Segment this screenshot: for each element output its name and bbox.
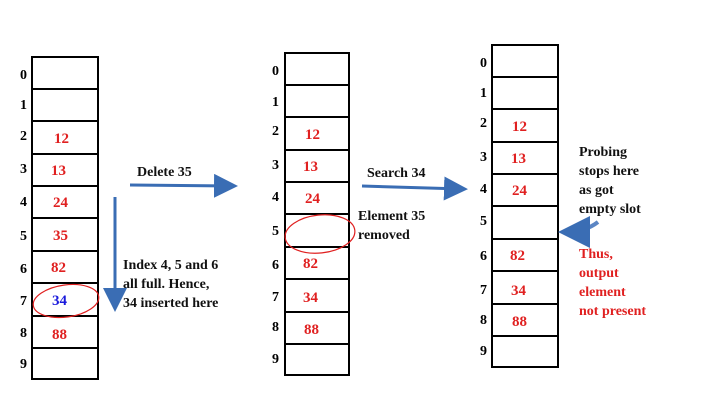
index-label: 2 xyxy=(480,116,487,131)
result-note-line: Thus, xyxy=(579,247,613,262)
slot-value: 12 xyxy=(305,127,320,143)
probe-note-line: as got xyxy=(579,183,614,198)
probe-note-line: Probing xyxy=(579,145,627,160)
result-note-line: element xyxy=(579,285,626,300)
result-note: Thus, output element not present xyxy=(579,245,646,321)
index-label: 7 xyxy=(480,283,487,298)
slot-7 xyxy=(491,270,559,305)
slot-2 xyxy=(284,116,350,151)
index-label: 7 xyxy=(20,294,27,309)
index-label: 3 xyxy=(272,158,279,173)
removed-highlight-circle xyxy=(284,214,356,254)
index-label: 1 xyxy=(480,86,487,101)
index-label: 2 xyxy=(272,124,279,139)
index-label: 4 xyxy=(20,195,27,210)
slot-3 xyxy=(284,149,350,183)
slot-value: 12 xyxy=(54,131,69,147)
slot-0 xyxy=(284,52,350,86)
slot-2 xyxy=(491,108,559,143)
slot-value: 13 xyxy=(511,151,526,167)
index-label: 5 xyxy=(20,229,27,244)
slot-value: 88 xyxy=(304,322,319,338)
index-label: 5 xyxy=(480,214,487,229)
insert-note-line: 34 inserted here xyxy=(123,296,219,311)
slot-value: 82 xyxy=(303,256,318,272)
index-label: 0 xyxy=(20,68,27,83)
index-label: 1 xyxy=(20,98,27,113)
index-label: 4 xyxy=(272,190,279,205)
search-label: Search 34 xyxy=(367,166,426,181)
slot-8 xyxy=(491,303,559,337)
index-label: 3 xyxy=(480,150,487,165)
index-label: 3 xyxy=(20,162,27,177)
index-label: 8 xyxy=(272,320,279,335)
slot-8 xyxy=(31,315,99,349)
index-label: 6 xyxy=(480,249,487,264)
slot-value: 13 xyxy=(303,159,318,175)
search-arrow xyxy=(361,176,468,201)
slot-value: 24 xyxy=(305,191,320,207)
index-label: 7 xyxy=(272,290,279,305)
probe-stop-arrow xyxy=(558,215,600,248)
probe-note-line: stops here xyxy=(579,164,640,179)
index-label: 8 xyxy=(480,313,487,328)
slot-value: 82 xyxy=(510,248,525,264)
inserted-highlight-circle xyxy=(32,283,100,319)
index-label: 0 xyxy=(272,64,279,79)
slot-1 xyxy=(31,88,99,122)
slot-value: 34 xyxy=(303,290,318,306)
slot-1 xyxy=(284,84,350,118)
index-label: 9 xyxy=(20,357,27,372)
slot-8 xyxy=(284,311,350,345)
delete-arrow xyxy=(129,173,238,198)
slot-9 xyxy=(31,347,99,380)
index-label: 2 xyxy=(20,129,27,144)
probe-note-line: empty slot xyxy=(579,202,641,217)
slot-value: 12 xyxy=(512,119,527,135)
index-label: 8 xyxy=(20,326,27,341)
slot-value: 88 xyxy=(52,327,67,343)
slot-value: 35 xyxy=(53,228,68,244)
inserted-value: 34 xyxy=(52,293,67,309)
index-label: 9 xyxy=(480,344,487,359)
slot-value: 34 xyxy=(511,283,526,299)
slot-value: 88 xyxy=(512,314,527,330)
insert-note-line: all full. Hence, xyxy=(123,277,210,292)
insert-note: Index 4, 5 and 6 all full. Hence, 34 ins… xyxy=(123,256,218,313)
insert-note-line: Index 4, 5 and 6 xyxy=(123,258,219,273)
removed-note-line: removed xyxy=(358,228,410,243)
hash-table-after-delete xyxy=(284,52,350,376)
slot-9 xyxy=(284,343,350,376)
index-label: 4 xyxy=(480,182,487,197)
index-label: 0 xyxy=(480,56,487,71)
slot-7 xyxy=(284,278,350,313)
slot-6 xyxy=(31,250,99,284)
removed-note-line: Element 35 xyxy=(358,209,426,224)
slot-3 xyxy=(31,153,99,187)
index-label: 6 xyxy=(20,262,27,277)
slot-9 xyxy=(491,335,559,368)
index-label: 9 xyxy=(272,352,279,367)
index-label: 6 xyxy=(272,258,279,273)
slot-value: 24 xyxy=(512,183,527,199)
hash-table-search xyxy=(491,44,559,368)
slot-value: 82 xyxy=(51,260,66,276)
index-label: 1 xyxy=(272,95,279,110)
slot-value: 24 xyxy=(53,195,68,211)
index-label: 5 xyxy=(272,224,279,239)
result-note-line: not present xyxy=(579,304,647,319)
hash-table-initial xyxy=(31,56,99,380)
removed-note: Element 35 removed xyxy=(358,207,425,245)
slot-value: 13 xyxy=(51,163,66,179)
delete-label: Delete 35 xyxy=(137,165,192,180)
result-note-line: output xyxy=(579,266,619,281)
probe-note: Probing stops here as got empty slot xyxy=(579,143,641,219)
